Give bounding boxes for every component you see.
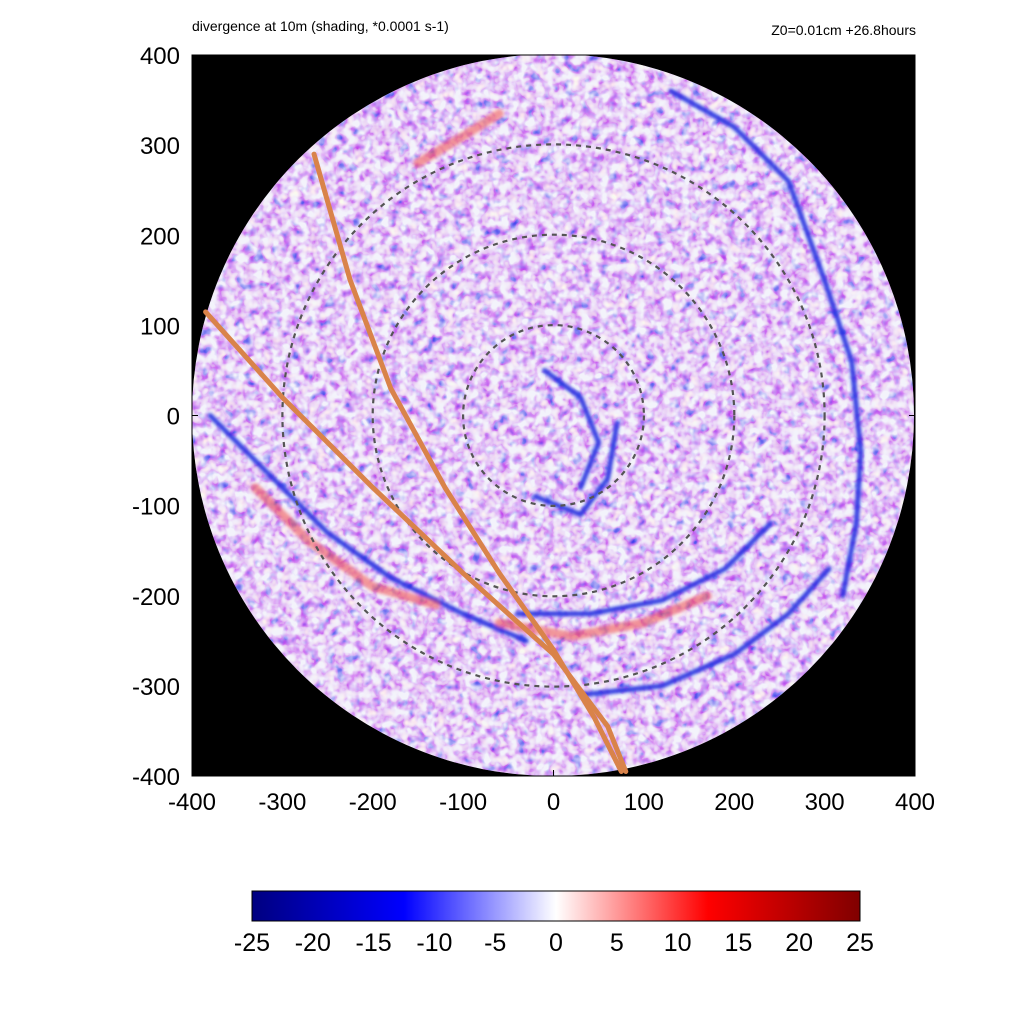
colorbar-tick-label: 15 [724, 929, 752, 957]
divergence-patch-ne [413, 109, 504, 168]
colorbar-tick-label: 5 [610, 929, 624, 957]
x-tick-label: 400 [895, 789, 935, 816]
inner-spiral-band-1 [542, 367, 602, 491]
y-tick-label: 400 [140, 43, 180, 70]
colorbar-tick-label: -25 [234, 929, 270, 957]
colorbar: -25 -20 -15 -10 -5 0 5 10 15 20 25 [234, 890, 874, 957]
x-tick-label: -400 [168, 789, 216, 816]
divergence-bands [207, 88, 864, 698]
convergence-band-sw [207, 413, 529, 644]
tracks [203, 151, 629, 774]
y-tick-label: -100 [132, 494, 180, 521]
convergence-band-se [578, 566, 832, 698]
x-tick-label: -100 [439, 789, 487, 816]
colorbar-tick-label: -20 [295, 929, 331, 957]
reference-circle-100 [462, 324, 646, 508]
chart-subtitle: Z0=0.01cm +26.8hours [771, 22, 916, 38]
y-tick-label: -300 [132, 674, 180, 701]
x-axis: -400 -300 -200 -100 0 100 200 300 400 [168, 770, 935, 816]
x-tick-label: 300 [805, 789, 845, 816]
colorbar-tick-label: -5 [484, 929, 506, 957]
reference-circle-200 [371, 233, 736, 598]
colorbar-tick-label: 20 [785, 929, 813, 957]
reference-circle-300 [281, 143, 826, 688]
y-tick-label: 300 [140, 133, 180, 160]
y-tick-label: -200 [132, 584, 180, 611]
colorbar-tick-label: 10 [664, 929, 692, 957]
track-1 [203, 309, 629, 774]
divergence-patch-sw [250, 483, 441, 610]
colorbar-tick-label: -15 [356, 929, 392, 957]
chart-title: divergence at 10m (shading, *0.0001 s-1) [192, 18, 449, 34]
x-tick-label: 200 [714, 789, 754, 816]
outer-convergence-band-ne [668, 88, 864, 599]
y-tick-label: -400 [132, 764, 180, 791]
y-tick-label: 0 [167, 404, 180, 431]
colorbar-gradient [251, 890, 861, 922]
y-tick-label: 200 [140, 223, 180, 250]
colorbar-tick-label: 0 [549, 929, 563, 957]
colorbar-tick-label: 25 [846, 929, 874, 957]
y-tick-label: 100 [140, 313, 180, 340]
x-tick-label: 100 [624, 789, 664, 816]
colorbar-ticks: -25 -20 -15 -10 -5 0 5 10 15 20 25 [234, 929, 874, 957]
colorbar-tick-label: -10 [416, 929, 452, 957]
x-tick-label: -200 [349, 789, 397, 816]
x-tick-label: -300 [258, 789, 306, 816]
inner-spiral-band-2 [532, 422, 620, 518]
y-axis: 400 300 200 100 0 -100 -200 -300 -400 [132, 43, 915, 791]
divergence-patch-s [494, 591, 712, 641]
convergence-band-s [514, 521, 773, 617]
track-2 [311, 151, 624, 774]
reference-circles [281, 143, 826, 688]
x-tick-label: 0 [547, 789, 560, 816]
